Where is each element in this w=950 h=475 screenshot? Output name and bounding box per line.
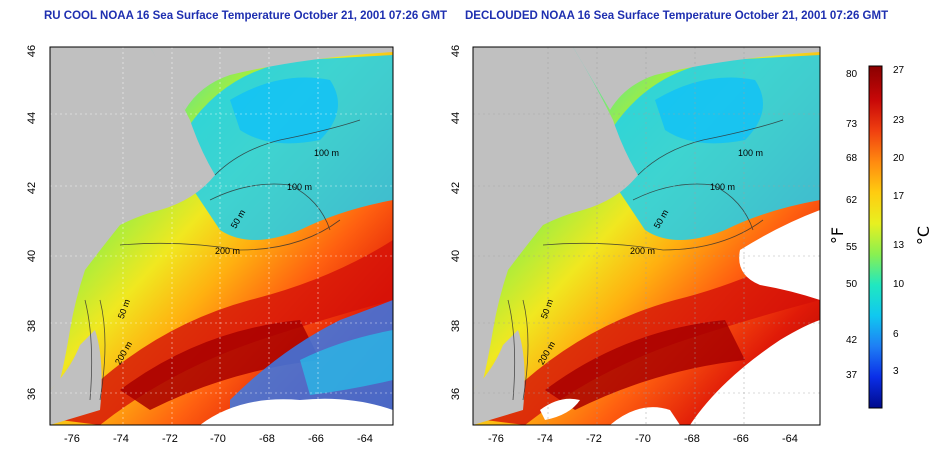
y-tick-label: 38 [450, 319, 463, 333]
x-tick-label: -72 [162, 433, 178, 445]
colorbar-c-tick: 3 [893, 366, 899, 377]
y-tick-label: 44 [26, 111, 39, 125]
sst-map-declouded [473, 47, 820, 425]
y-tick-label: 44 [450, 111, 463, 125]
colorbar-f-tick: 68 [846, 153, 858, 164]
colorbar-unit-fahrenheit: °F [828, 226, 848, 245]
contour-label: 100 m [710, 182, 736, 192]
colorbar-f-tick: 55 [846, 242, 858, 253]
x-tick-label: -64 [357, 433, 373, 445]
colorbar-f-tick: 37 [846, 370, 858, 381]
cloud-mask [690, 320, 820, 425]
x-tick-label: -72 [586, 433, 602, 445]
x-tick-label: -70 [210, 433, 226, 445]
land-mass [50, 47, 215, 390]
y-tick-label: 36 [450, 387, 463, 401]
x-tick-label: -66 [733, 433, 749, 445]
contour-label: 100 m [287, 182, 313, 192]
colorbar-c-tick: 27 [893, 65, 905, 76]
colorbar-c-tick: 20 [893, 153, 905, 164]
colorbar [868, 65, 883, 409]
y-tick-label: 46 [450, 44, 463, 58]
y-tick-label: 42 [450, 181, 463, 195]
y-tick-label: 36 [26, 387, 39, 401]
y-tick-label: 46 [26, 44, 39, 58]
x-tick-label: -64 [782, 433, 798, 445]
colorbar-unit-celsius: °C [914, 225, 934, 246]
x-tick-label: -66 [308, 433, 324, 445]
colorbar-f-tick: 73 [846, 119, 858, 130]
colorbar-c-tick: 6 [893, 329, 899, 340]
x-tick-label: -70 [635, 433, 651, 445]
x-tick-label: -74 [113, 433, 129, 445]
y-tick-label: 42 [26, 181, 39, 195]
contour-label: 100 m [738, 148, 764, 158]
y-tick-label: 38 [26, 319, 39, 333]
contour-label: 200 m [630, 246, 656, 256]
colorbar-c-tick: 10 [893, 279, 905, 290]
colorbar-f-tick: 62 [846, 195, 858, 206]
contour-label: 100 m [314, 148, 340, 158]
colorbar-f-tick: 80 [846, 69, 858, 80]
sst-map-cloudy [50, 47, 393, 425]
x-tick-label: -68 [259, 433, 275, 445]
colorbar-f-tick: 50 [846, 279, 858, 290]
colorbar-c-tick: 17 [893, 191, 905, 202]
y-tick-label: 40 [26, 249, 39, 263]
x-tick-label: -74 [537, 433, 553, 445]
colorbar-c-tick: 13 [893, 240, 905, 251]
contour-label: 200 m [215, 246, 241, 256]
map-title-left: RU COOL NOAA 16 Sea Surface Temperature … [44, 10, 448, 22]
x-tick-label: -68 [684, 433, 700, 445]
map-title-right: DECLOUDED NOAA 16 Sea Surface Temperatur… [465, 10, 889, 22]
colorbar-c-tick: 23 [893, 115, 905, 126]
x-tick-label: -76 [488, 433, 504, 445]
colorbar-f-tick: 42 [846, 335, 858, 346]
x-tick-label: -76 [64, 433, 80, 445]
y-tick-label: 40 [450, 249, 463, 263]
